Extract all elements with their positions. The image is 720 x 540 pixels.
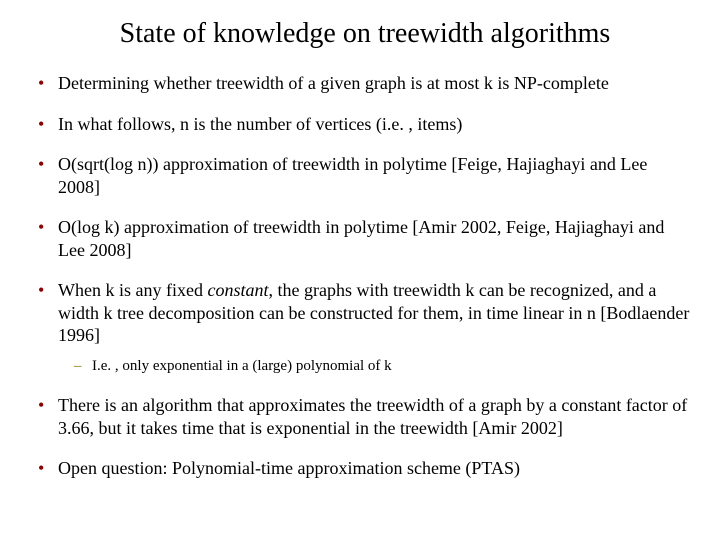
list-item: In what follows, n is the number of vert… [36, 113, 690, 136]
bullet-list: Determining whether treewidth of a given… [30, 72, 690, 480]
list-item: Open question: Polynomial-time approxima… [36, 457, 690, 480]
list-item: When k is any fixed constant, the graphs… [36, 279, 690, 376]
text-fragment: When k is any fixed [58, 280, 207, 300]
sub-bullet-list: I.e. , only exponential in a (large) pol… [58, 357, 690, 377]
list-item: Determining whether treewidth of a given… [36, 72, 690, 95]
slide-title: State of knowledge on treewidth algorith… [40, 18, 690, 50]
text-italic: constant [207, 280, 268, 300]
sub-list-item: I.e. , only exponential in a (large) pol… [74, 357, 690, 377]
list-item: There is an algorithm that approximates … [36, 394, 690, 439]
list-item: O(sqrt(log n)) approximation of treewidt… [36, 153, 690, 198]
list-item: O(log k) approximation of treewidth in p… [36, 216, 690, 261]
